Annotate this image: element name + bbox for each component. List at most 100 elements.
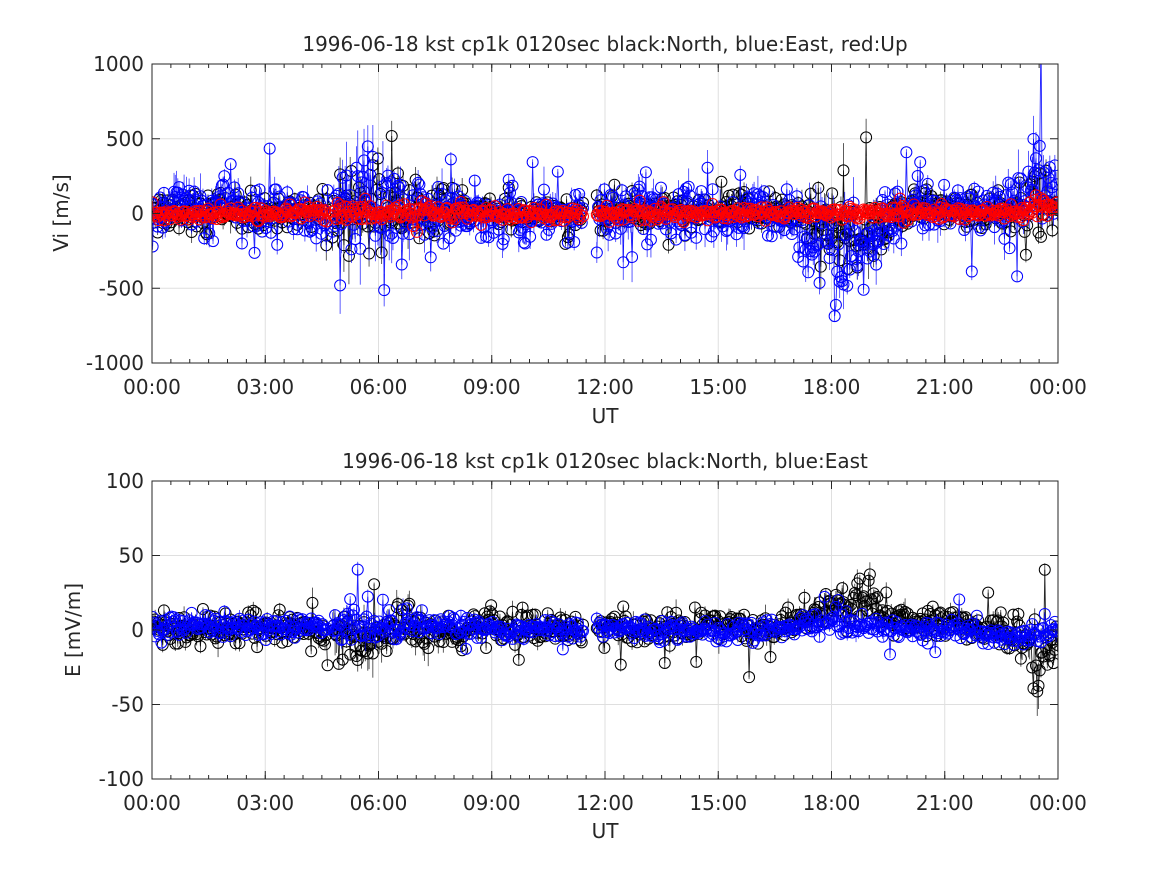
velocity-east-point xyxy=(758,185,771,198)
velocity-east-point xyxy=(812,238,825,251)
efield-north-point xyxy=(319,638,332,651)
velocity-east-point xyxy=(355,176,368,189)
velocity-up-point xyxy=(531,208,544,221)
velocity-east-point xyxy=(526,156,539,169)
efield-north-point xyxy=(305,645,318,658)
velocity-up-point xyxy=(296,203,309,216)
velocity-east-point xyxy=(797,255,810,268)
velocity-east-point xyxy=(1033,139,1046,152)
velocity-up-point xyxy=(446,216,459,229)
velocity-east-point xyxy=(878,186,891,199)
velocity-up-point xyxy=(574,208,587,221)
velocity-east-point xyxy=(424,251,437,264)
velocity-east-point xyxy=(793,241,806,254)
velocity-up-point xyxy=(366,208,379,221)
efield-north-point xyxy=(380,645,393,658)
velocity-east-point xyxy=(273,190,286,203)
velocity-east-point xyxy=(361,140,374,153)
velocity-east-point xyxy=(996,215,1009,228)
velocity-north-point xyxy=(860,131,873,144)
velocity-east-point xyxy=(215,179,228,192)
velocity-panel: 00:00 03:00 06:00 09:00 12:00 15:00 18:00 21:00… xyxy=(49,32,1087,428)
velocity-east-point xyxy=(860,228,873,241)
velocity-east-point xyxy=(264,226,277,239)
velocity-up-point xyxy=(600,199,613,212)
velocity-north-point xyxy=(726,188,739,201)
velocity-east-point xyxy=(263,142,276,155)
efield-north-point xyxy=(332,657,345,670)
velocity-east-point xyxy=(506,179,519,192)
velocity-east-point xyxy=(378,284,391,297)
efield-north-point xyxy=(480,641,493,654)
efield-north-point xyxy=(157,604,170,617)
velocity-east-point xyxy=(152,240,159,253)
velocity-east-point xyxy=(1048,159,1058,172)
velocity-east-point xyxy=(1029,152,1042,165)
velocity-up-point xyxy=(452,203,465,216)
velocity-east-point xyxy=(699,223,712,236)
velocity-east-point xyxy=(695,185,708,198)
velocity-east-point xyxy=(356,170,369,183)
velocity-up-point xyxy=(925,206,938,219)
velocity-east-point xyxy=(212,191,225,204)
velocity-east-point xyxy=(690,231,703,244)
velocity-up-point xyxy=(1047,202,1058,215)
velocity-series-up xyxy=(152,189,1058,238)
velocity-up-point xyxy=(410,225,423,238)
velocity-north-point xyxy=(334,168,347,181)
efield-north-point xyxy=(251,641,264,654)
velocity-y-tick-label: 0 xyxy=(131,202,144,226)
velocity-east-point xyxy=(788,223,801,236)
velocity-east-point xyxy=(157,186,170,199)
velocity-east-point xyxy=(326,225,339,238)
velocity-east-point xyxy=(1043,161,1056,174)
velocity-east-point xyxy=(734,168,747,181)
velocity-east-point xyxy=(1032,164,1045,177)
velocity-east-point xyxy=(454,219,467,232)
velocity-east-point xyxy=(615,184,628,197)
velocity-east-point xyxy=(851,259,864,272)
velocity-north-point xyxy=(814,260,827,273)
velocity-east-point xyxy=(235,237,248,250)
velocity-east-point xyxy=(1028,166,1041,179)
velocity-up-point xyxy=(271,208,284,221)
velocity-y-tick-label: 1000 xyxy=(93,52,144,76)
velocity-east-point xyxy=(503,186,516,199)
velocity-north-point xyxy=(826,187,839,200)
velocity-east-point xyxy=(358,154,371,167)
velocity-east-point xyxy=(682,180,695,193)
velocity-east-point xyxy=(321,184,334,197)
velocity-north-point xyxy=(1040,164,1053,177)
velocity-east-point xyxy=(963,192,976,205)
efield-north-point xyxy=(366,647,379,660)
velocity-east-point xyxy=(639,166,652,179)
velocity-east-point xyxy=(256,225,269,238)
velocity-up-point xyxy=(573,212,586,225)
velocity-x-tick-label: 18:00 xyxy=(803,375,861,399)
velocity-north-point xyxy=(244,184,257,197)
velocity-east-point xyxy=(701,161,714,174)
velocity-east-point xyxy=(515,196,528,209)
velocity-east-point xyxy=(349,233,362,246)
velocity-east-point xyxy=(233,195,246,208)
velocity-east-point xyxy=(644,233,657,246)
velocity-east-point xyxy=(334,279,347,292)
velocity-east-point xyxy=(573,188,586,201)
velocity-east-point xyxy=(248,246,261,259)
velocity-east-point xyxy=(626,251,639,264)
velocity-east-point xyxy=(1006,186,1019,199)
velocity-east-point xyxy=(1050,178,1058,191)
velocity-east-point xyxy=(224,158,237,171)
velocity-east-point xyxy=(965,265,978,278)
velocity-north-point xyxy=(1035,230,1048,243)
velocity-up-point xyxy=(724,206,737,219)
velocity-east-point xyxy=(376,180,389,193)
velocity-east-point xyxy=(813,276,826,289)
velocity-east-point xyxy=(386,232,399,245)
efield-north-point xyxy=(361,647,374,660)
velocity-east-point xyxy=(183,184,196,197)
velocity-x-tick-label: 21:00 xyxy=(916,375,974,399)
velocity-east-point xyxy=(805,248,818,261)
velocity-x-tick-label: 09:00 xyxy=(463,375,521,399)
